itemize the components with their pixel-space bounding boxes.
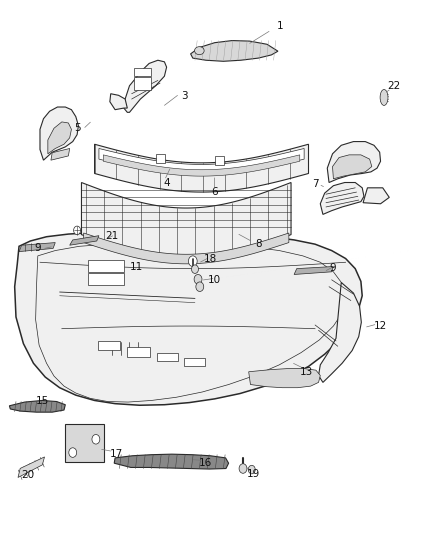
Text: 8: 8 (255, 239, 261, 249)
Text: 10: 10 (208, 275, 221, 285)
Text: 21: 21 (106, 231, 119, 241)
Polygon shape (318, 282, 361, 382)
FancyBboxPatch shape (65, 424, 104, 462)
Ellipse shape (380, 90, 388, 106)
Polygon shape (84, 233, 289, 264)
Text: 7: 7 (312, 179, 318, 189)
Circle shape (239, 464, 247, 473)
Circle shape (92, 434, 100, 444)
FancyBboxPatch shape (88, 260, 124, 272)
Text: 15: 15 (35, 396, 49, 406)
Polygon shape (103, 155, 300, 176)
FancyBboxPatch shape (184, 358, 205, 367)
Text: 1: 1 (277, 21, 283, 31)
Circle shape (74, 226, 81, 235)
Text: 22: 22 (387, 81, 400, 91)
Polygon shape (249, 368, 320, 387)
Text: 9: 9 (329, 263, 336, 272)
Polygon shape (294, 266, 333, 274)
FancyBboxPatch shape (134, 68, 151, 76)
Polygon shape (70, 236, 99, 245)
Circle shape (188, 256, 197, 266)
Polygon shape (81, 182, 291, 260)
Polygon shape (48, 122, 71, 154)
Text: 6: 6 (211, 187, 218, 197)
Circle shape (196, 282, 204, 292)
Polygon shape (332, 155, 372, 179)
Polygon shape (51, 149, 70, 160)
Circle shape (191, 265, 198, 273)
Text: 13: 13 (300, 367, 313, 377)
Ellipse shape (194, 47, 204, 55)
Text: 18: 18 (204, 254, 217, 263)
Polygon shape (114, 454, 229, 469)
Circle shape (69, 448, 77, 457)
FancyBboxPatch shape (155, 154, 165, 164)
FancyBboxPatch shape (215, 156, 224, 165)
FancyBboxPatch shape (127, 348, 150, 357)
Polygon shape (110, 94, 127, 110)
FancyBboxPatch shape (157, 353, 178, 361)
Text: 12: 12 (374, 321, 387, 331)
Text: 5: 5 (74, 123, 81, 133)
FancyBboxPatch shape (98, 341, 120, 351)
Polygon shape (99, 149, 304, 175)
Polygon shape (320, 182, 364, 214)
FancyBboxPatch shape (88, 273, 124, 285)
FancyBboxPatch shape (134, 77, 151, 90)
Text: 20: 20 (21, 470, 35, 480)
Text: 4: 4 (163, 177, 170, 188)
Polygon shape (19, 243, 55, 252)
Text: 17: 17 (110, 449, 123, 458)
Text: 19: 19 (247, 469, 261, 479)
Circle shape (248, 465, 255, 474)
Polygon shape (124, 60, 166, 112)
Text: 11: 11 (129, 262, 143, 271)
Polygon shape (327, 142, 381, 182)
Polygon shape (10, 400, 65, 412)
Polygon shape (363, 188, 389, 204)
Circle shape (194, 274, 202, 284)
Polygon shape (14, 232, 362, 405)
Text: 16: 16 (199, 458, 212, 468)
Polygon shape (95, 144, 308, 192)
Text: 3: 3 (181, 91, 187, 101)
Polygon shape (18, 457, 45, 478)
Polygon shape (40, 107, 78, 160)
Text: 9: 9 (35, 243, 41, 253)
Polygon shape (191, 41, 278, 61)
